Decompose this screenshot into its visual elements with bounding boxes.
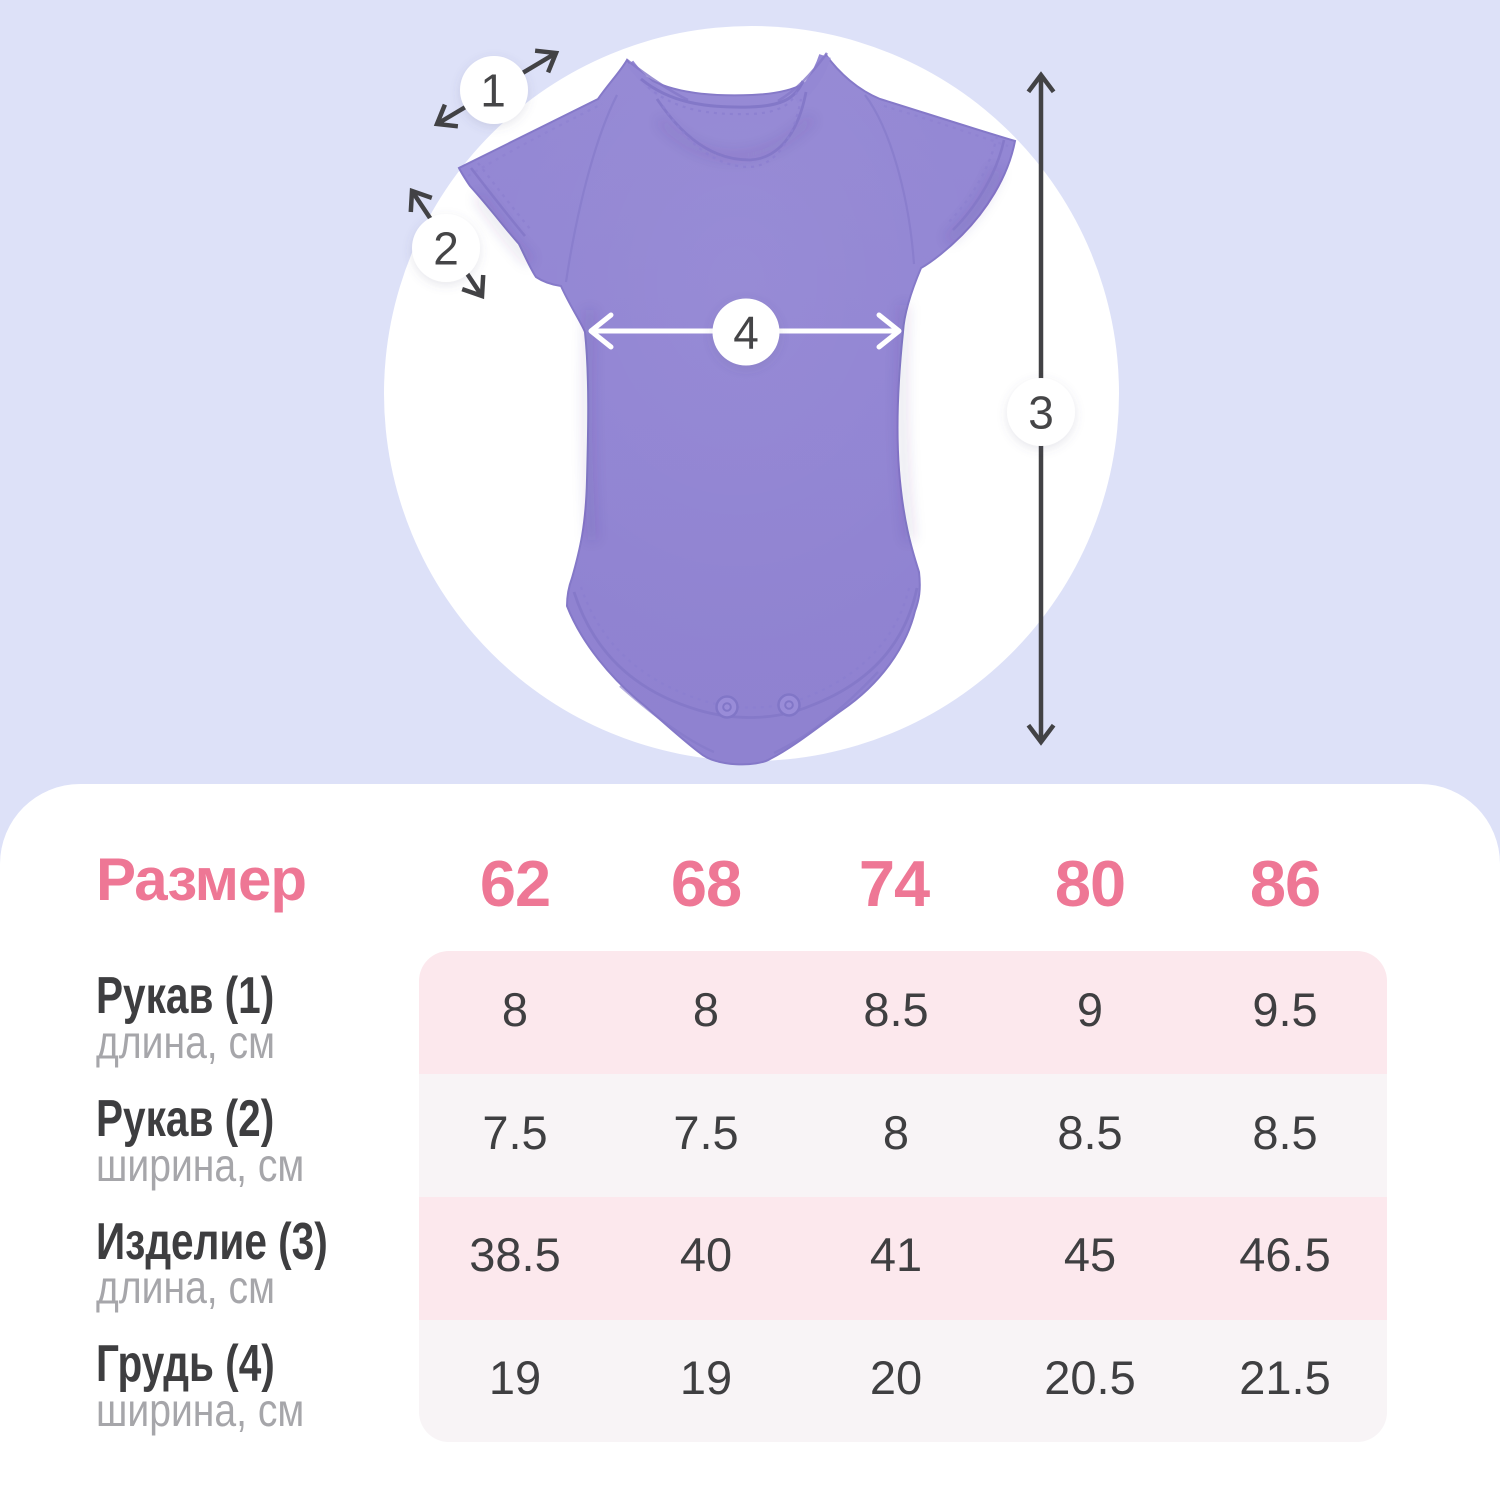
svg-text:1: 1 [480, 65, 506, 117]
svg-text:4: 4 [733, 307, 759, 359]
svg-text:2: 2 [433, 223, 459, 275]
svg-text:3: 3 [1028, 387, 1054, 439]
